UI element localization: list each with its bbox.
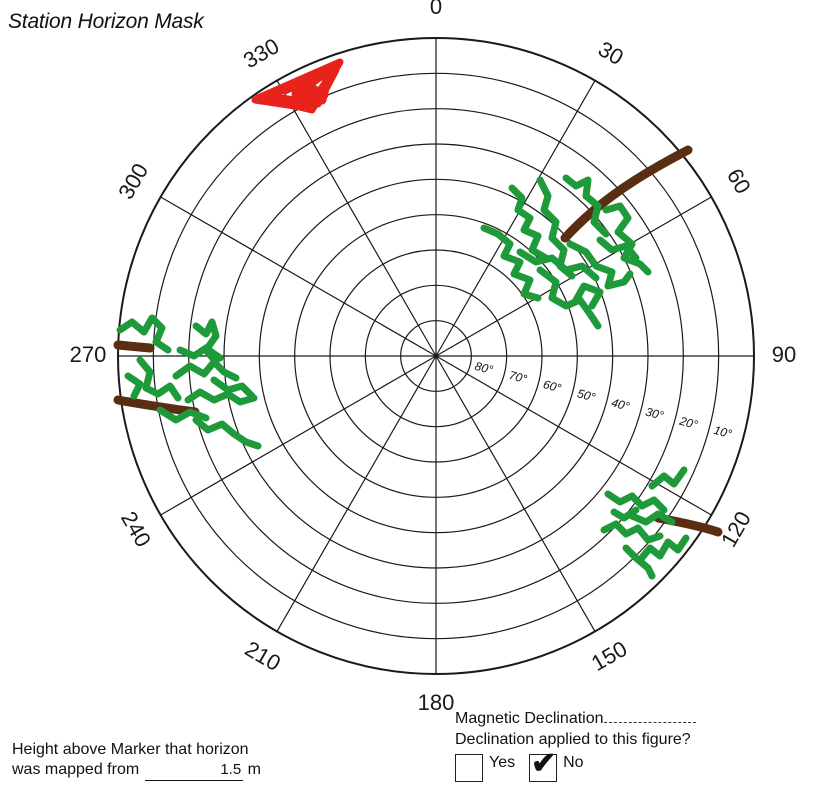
- elevation-label: 50°: [576, 386, 597, 404]
- elevation-label: 10°: [712, 423, 733, 441]
- declination-applied-question: Declination applied to this figure?: [455, 731, 691, 748]
- azimuth-spoke: [276, 80, 437, 357]
- azimuth-label: 180: [418, 690, 455, 715]
- tree-cluster-w: [113, 314, 262, 450]
- obstruction-drawings: [113, 58, 723, 580]
- elevation-label: 60°: [542, 377, 563, 395]
- azimuth-label: 240: [116, 507, 156, 551]
- azimuth-spoke: [276, 355, 437, 632]
- magnetic-declination-label: Magnetic Declination: [455, 710, 604, 727]
- yes-checkbox[interactable]: [455, 754, 483, 782]
- elevation-label: 20°: [677, 413, 699, 432]
- elevation-label: 40°: [610, 395, 631, 413]
- tree-cluster-ne: [480, 145, 693, 330]
- azimuth-label: 30: [594, 36, 628, 70]
- magnetic-declination-row: Magnetic Declination: [455, 708, 696, 729]
- elevation-label: 30°: [644, 405, 665, 423]
- azimuth-label: 0: [430, 0, 442, 19]
- no-checkbox[interactable]: ✔: [529, 749, 558, 782]
- height-unit: m: [247, 761, 261, 778]
- height-line-2: was mapped from 1.5 m: [12, 760, 261, 781]
- red-marking: [251, 58, 344, 114]
- tree-cluster-se: [600, 466, 723, 580]
- azimuth-label: 60: [722, 164, 756, 198]
- azimuth-label: 150: [587, 636, 631, 676]
- checkmark-icon: ✔: [531, 747, 557, 780]
- height-above-marker: Height above Marker that horizon was map…: [12, 740, 261, 781]
- azimuth-spoke: [160, 355, 437, 516]
- declination-checkbox-row: Yes ✔ No: [455, 749, 696, 782]
- polar-grid: [117, 37, 755, 675]
- azimuth-label: 210: [241, 636, 285, 676]
- azimuth-label: 270: [70, 342, 107, 367]
- height-value-field[interactable]: 1.5: [145, 760, 244, 781]
- no-label: No: [563, 754, 584, 771]
- azimuth-spoke: [435, 355, 596, 632]
- magnetic-declination-field[interactable]: [603, 710, 696, 723]
- azimuth-label: 90: [772, 342, 796, 367]
- elevation-label: 80°: [473, 359, 494, 377]
- azimuth-spoke: [160, 196, 437, 357]
- height-line-1: Height above Marker that horizon: [12, 741, 249, 758]
- azimuth-spoke: [435, 355, 712, 516]
- azimuth-spoke: [435, 80, 596, 357]
- declination-block: Magnetic Declination Declination applied…: [455, 708, 696, 782]
- chart-title: Station Horizon Mask: [8, 10, 204, 33]
- yes-label: Yes: [489, 754, 516, 771]
- height-prefix: was mapped from: [12, 761, 140, 778]
- azimuth-label: 300: [113, 159, 153, 203]
- elevation-label: 70°: [507, 368, 528, 386]
- azimuth-label: 330: [239, 33, 283, 73]
- azimuth-label: 120: [716, 507, 756, 551]
